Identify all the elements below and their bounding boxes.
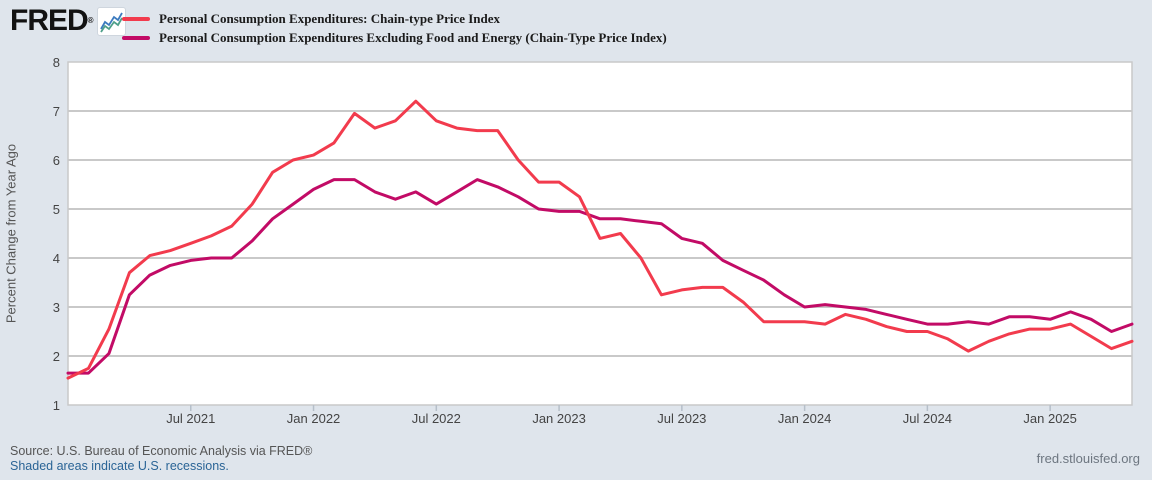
legend-item-pce[interactable]: Personal Consumption Expenditures: Chain… [122, 9, 667, 28]
y-tick-label: 6 [52, 153, 60, 168]
plot-border [67, 61, 1133, 406]
y-tick-label: 4 [52, 251, 60, 266]
fred-logo[interactable]: FRED® [10, 6, 126, 36]
y-axis-title: Percent Change from Year Ago [3, 143, 19, 324]
plot-background [68, 62, 1132, 405]
chart-footer: Source: U.S. Bureau of Economic Analysis… [10, 444, 312, 474]
x-tick-label: Jan 2025 [1023, 411, 1077, 426]
x-tick-label: Jan 2023 [532, 411, 586, 426]
y-tick-label: 3 [52, 300, 60, 315]
fred-site-link[interactable]: fred.stlouisfed.org [1036, 451, 1140, 466]
x-tick-label: Jul 2024 [902, 411, 952, 426]
x-tick-label: Jul 2022 [411, 411, 461, 426]
legend-label-core-pce: Personal Consumption Expenditures Exclud… [159, 29, 667, 45]
y-tick-label: 1 [52, 398, 60, 413]
y-tick-label: 7 [52, 104, 60, 119]
fred-logo-text: FRED® [10, 4, 94, 37]
registered-mark: ® [87, 16, 94, 25]
x-tick-label: Jul 2021 [166, 411, 216, 426]
series-line-1 [66, 178, 1134, 375]
source-text: Source: U.S. Bureau of Economic Analysis… [10, 444, 313, 458]
y-tick-label: 5 [52, 202, 60, 217]
y-tick-label: 2 [52, 349, 60, 364]
y-tick-label: 8 [52, 55, 60, 70]
legend-item-core-pce[interactable]: Personal Consumption Expenditures Exclud… [122, 28, 667, 47]
sparkline-chart-icon [96, 6, 126, 36]
chart-legend: Personal Consumption Expenditures: Chain… [122, 9, 667, 47]
legend-swatch-core-pce [122, 35, 150, 40]
legend-label-pce: Personal Consumption Expenditures: Chain… [159, 10, 501, 26]
legend-swatch-pce [122, 16, 150, 21]
series-line-0 [66, 99, 1134, 380]
x-tick-label: Jan 2022 [286, 411, 341, 426]
x-tick-label: Jan 2024 [777, 411, 832, 426]
x-tick-label: Jul 2023 [657, 411, 707, 426]
recession-note-link[interactable]: Shaded areas indicate U.S. recessions. [10, 459, 229, 473]
